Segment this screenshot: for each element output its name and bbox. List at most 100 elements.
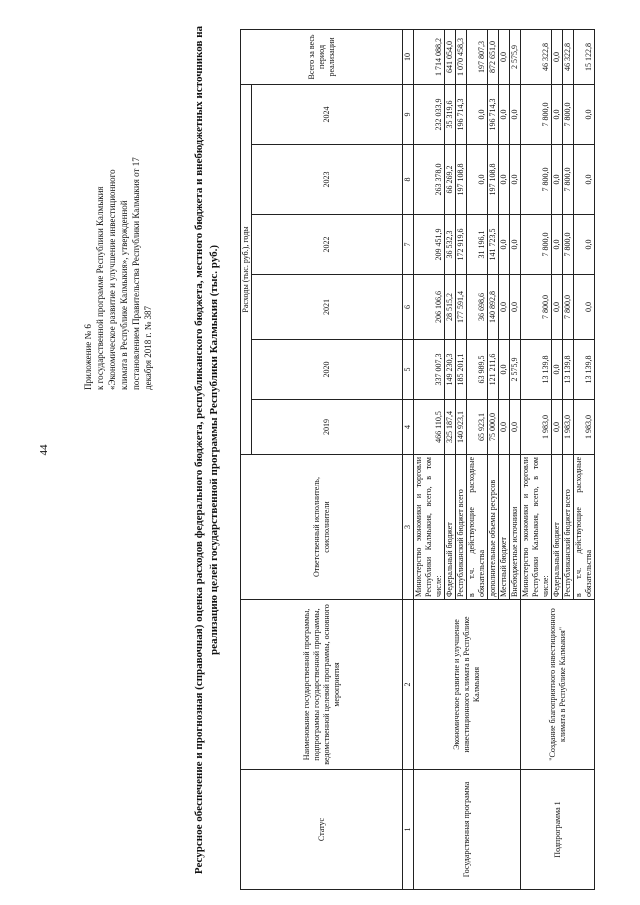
executor-cell: Министерство экономики и торговли Респуб…	[520, 454, 552, 600]
header-cell: Ответственный исполнитель, соисполнители	[240, 454, 403, 600]
year-cell: 2022	[251, 214, 403, 275]
value-cell: 197 108,8	[455, 144, 467, 215]
value-cell: 0,0	[551, 274, 563, 340]
value-cell: 1 714 088,2	[413, 29, 445, 85]
value-cell: 13 139,8	[562, 339, 574, 400]
value-cell: 0,0	[466, 84, 488, 145]
value-cell: 0,0	[498, 339, 510, 400]
value-cell: 140 923,1	[455, 399, 467, 455]
header-cell: Наименование государственной программы, …	[240, 599, 403, 770]
data-row: Подпрограмма 1 "Создание благоприятного и…	[520, 29, 595, 890]
year-cell: 2019	[251, 399, 403, 455]
value-cell: 466 110,5	[413, 399, 445, 455]
table-header: Статус Наименование государственной прогр…	[240, 29, 414, 890]
value-cell: 209 451,9	[413, 214, 445, 275]
column-number: 5	[402, 339, 414, 400]
year-cell: 2020	[251, 339, 403, 400]
column-number: 10	[402, 29, 414, 85]
value-cell: 1 983,0	[520, 399, 552, 455]
column-number: 4	[402, 399, 414, 455]
value-cell: 0,0	[509, 274, 521, 340]
column-number: 6	[402, 274, 414, 340]
value-cell: 121 211,6	[487, 339, 499, 400]
appendix-line: Приложение № 6	[83, 324, 93, 390]
value-cell: 75 000,0	[487, 399, 499, 455]
value-cell: 0,0	[509, 144, 521, 215]
column-number: 7	[402, 214, 414, 275]
value-cell: 263 378,0	[413, 144, 445, 215]
appendix-line: климата в Республике Калмыкия», утвержде…	[119, 200, 129, 390]
value-cell: 63 989,5	[466, 339, 488, 400]
value-cell: 7 800,0	[562, 144, 574, 215]
page-number: 44	[38, 444, 50, 456]
value-cell: 13 139,8	[573, 339, 595, 400]
column-number: 1	[402, 769, 414, 890]
value-cell: 197 108,8	[487, 144, 499, 215]
executor-cell: Федеральный бюджет	[444, 454, 456, 600]
column-number: 2	[402, 599, 414, 770]
value-cell: 0,0	[509, 399, 521, 455]
value-cell: 66 269,2	[444, 144, 456, 215]
value-cell: 337 007,3	[413, 339, 445, 400]
number-row: 1 2 3 4 5 6 7 8 9 10	[402, 29, 414, 890]
appendix-line: постановлением Правительства Республики …	[131, 157, 141, 390]
executor-cell: Республиканский бюджет всего	[562, 454, 574, 600]
year-cell: 2024	[251, 84, 403, 145]
title: Ресурсное обеспечение и прогнозная (спра…	[193, 25, 220, 875]
value-cell: 46 322,8	[520, 29, 552, 85]
value-cell: 0,0	[551, 214, 563, 275]
header-row: Статус Наименование государственной прогр…	[240, 29, 403, 890]
budget-table: Статус Наименование государственной прогр…	[240, 29, 595, 890]
executor-cell: Внебюджетные источники	[509, 454, 521, 600]
value-cell: 35 319,6	[444, 84, 456, 145]
column-number: 3	[402, 454, 414, 600]
value-cell: 0,0	[509, 214, 521, 275]
value-cell: 7 800,0	[562, 214, 574, 275]
value-cell: 0,0	[573, 144, 595, 215]
value-cell: 7 800,0	[520, 214, 552, 275]
executor-cell: в т.ч. действующие расходные обязательст…	[573, 454, 595, 600]
value-cell: 7 800,0	[562, 84, 574, 145]
column-number: 8	[402, 144, 414, 215]
status-cell: Подпрограмма 1	[520, 769, 595, 890]
value-cell: 185 201,1	[455, 339, 467, 400]
appendix-line: декабря 2018 г. № 387	[143, 305, 153, 390]
data-row: Государственная программа Экономическое р…	[413, 29, 521, 890]
value-cell: 2 575,9	[509, 29, 521, 85]
value-cell: 13 139,8	[520, 339, 552, 400]
value-cell: 0,0	[498, 399, 510, 455]
value-cell: 46 322,8	[562, 29, 574, 85]
value-cell: 31 196,1	[466, 214, 488, 275]
value-cell: 1 983,0	[573, 399, 595, 455]
value-cell: 140 892,8	[487, 274, 499, 340]
name-cell: Экономическое развитие и улучшение инвес…	[413, 599, 521, 770]
value-cell: 1 070 458,3	[455, 29, 467, 85]
value-cell: 0,0	[551, 84, 563, 145]
value-cell: 7 800,0	[520, 84, 552, 145]
value-cell: 172 919,6	[455, 214, 467, 275]
value-cell: 641 054,0	[444, 29, 456, 85]
value-cell: 0,0	[573, 214, 595, 275]
value-cell: 0,0	[498, 84, 510, 145]
value-cell: 196 714,3	[487, 84, 499, 145]
value-cell: 36 698,6	[466, 274, 488, 340]
value-cell: 872 651,0	[487, 29, 499, 85]
value-cell: 0,0	[466, 144, 488, 215]
value-cell: 0,0	[551, 144, 563, 215]
value-cell: 0,0	[509, 84, 521, 145]
value-cell: 0,0	[498, 214, 510, 275]
appendix-line: к государственной программе Республики К…	[95, 186, 105, 390]
value-cell: 36 532,3	[444, 214, 456, 275]
value-cell: 1 983,0	[562, 399, 574, 455]
header-cell: Статус	[240, 769, 403, 890]
year-cell: 2023	[251, 144, 403, 215]
executor-cell: дополнительные объемы ресурсов	[487, 454, 499, 600]
value-cell: 0,0	[551, 399, 563, 455]
value-cell: 0,0	[498, 144, 510, 215]
value-cell: 206 106,6	[413, 274, 445, 340]
value-cell: 0,0	[551, 339, 563, 400]
status-cell: Государственная программа	[413, 769, 521, 890]
executor-cell: Федеральный бюджет	[551, 454, 563, 600]
